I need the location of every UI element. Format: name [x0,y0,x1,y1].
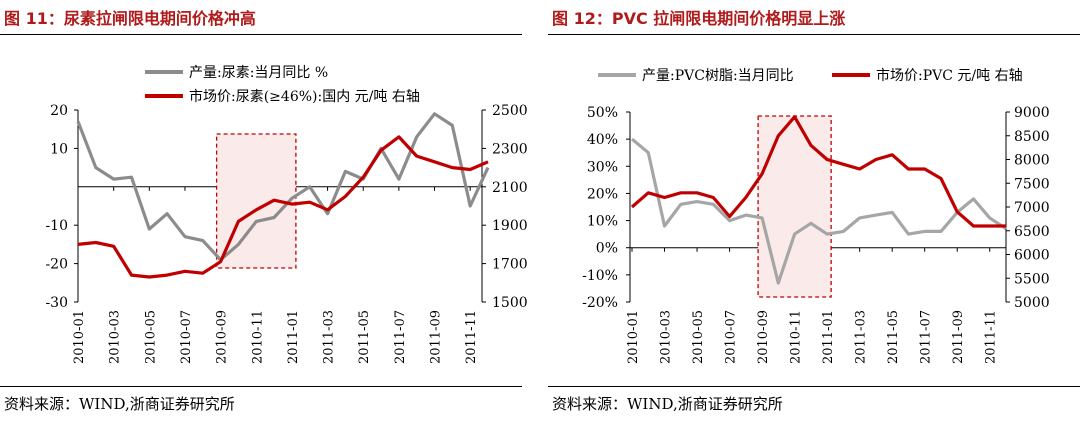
left-tick-label: 10 [50,141,68,157]
right-tick-label: 6000 [1014,248,1050,264]
figure-title: 图 12：PVC 拉闸限电期间价格明显上涨 [552,9,846,28]
left-tick-label: -10 [45,218,68,234]
series-line [76,112,490,262]
right-tick-label: 2300 [492,141,528,157]
left-tick-label: -20% [582,295,618,311]
left-tick-label: 0% [596,241,618,257]
source-note: 资料来源：WIND,浙商证券研究所 [552,395,783,413]
title-rule [0,34,522,35]
left-tick-label: 20 [50,103,68,119]
x-tick-label: 2010-03 [108,310,123,364]
left-tick-label: 10% [587,214,618,230]
x-tick-label: 2010-07 [179,310,194,364]
x-tick-label: 2010-07 [724,310,739,364]
x-tick-label: 2011-05 [886,310,901,364]
legend-label: 市场价:尿素(≥46%):国内 元/吨 右轴 [189,88,420,105]
x-tick-label: 2011-05 [357,310,372,364]
left-tick-label: -30 [45,295,68,311]
chart-panel-urea: 图 11：尿素拉闸限电期间价格冲高 20 10 -10 -20 -30 2500 2300 2… [0,0,528,423]
x-tick-label: 2010-01 [72,310,87,364]
x-tick-label: 2010-11 [250,310,265,364]
right-tick-label: 2100 [492,180,528,196]
right-tick-label: 1500 [492,295,528,311]
x-tick-label: 2010-05 [691,310,706,364]
x-tick-label: 2011-03 [854,310,869,364]
series-line [630,115,1006,228]
left-tick-label: -10% [582,268,618,284]
series-line [630,137,1007,285]
x-tick-label: 2010-03 [659,310,674,364]
left-tick-label: 30% [587,159,618,175]
series-line [77,135,489,279]
left-tick-label: 50% [587,105,618,121]
legend-label: 市场价:PVC 元/吨 右轴 [876,67,1023,84]
legend-label: 产量:尿素:当月同比 % [189,65,328,81]
x-tick-label: 2011-01 [821,310,836,364]
x-tick-label: 2011-09 [951,310,966,364]
right-tick-label: 8500 [1014,129,1050,145]
x-tick-label: 2011-07 [393,310,408,364]
right-tick-label: 7000 [1014,200,1050,216]
x-tick-label: 2010-09 [215,310,230,364]
x-tick-label: 2011-01 [286,310,301,364]
pvc-line-chart: 50% 40% 30% 20% 10% 0% -10% -20% 9000 8500 8000 750… [582,67,1050,364]
source-note: 资料来源：WIND,浙商证券研究所 [4,395,235,413]
left-tick-label: -20 [45,257,68,273]
x-tick-label: 2011-09 [429,310,444,364]
right-tick-label: 2500 [492,103,528,119]
right-tick-label: 1700 [492,257,528,273]
x-tick-label: 2011-03 [322,310,337,364]
x-tick-label: 2010-01 [626,310,641,364]
x-tick-label: 2011-11 [984,310,999,364]
x-tick-label: 2010-05 [143,310,158,364]
x-tick-label: 2011-11 [464,310,479,364]
right-tick-label: 1900 [492,218,528,234]
x-tick-label: 2011-07 [919,310,934,364]
right-tick-label: 5000 [1014,295,1050,311]
right-tick-label: 6500 [1014,224,1050,240]
figure-title: 图 11：尿素拉闸限电期间价格冲高 [4,9,256,28]
left-tick-label: 40% [587,132,618,148]
chart-panel-pvc: 图 12：PVC 拉闸限电期间价格明显上涨 50% 40% 30% 20% 10% 0% -… [548,0,1080,423]
highlight-region [757,115,832,298]
bottom-rule [0,386,522,387]
x-tick-label: 2010-09 [756,310,771,364]
right-tick-label: 5500 [1014,271,1050,287]
title-rule [548,34,1080,35]
urea-line-chart: 20 10 -10 -20 -30 2500 2300 2100 1900 1700 1500 201… [45,65,527,364]
right-tick-label: 7500 [1014,176,1050,192]
bottom-rule [548,386,1080,387]
right-tick-label: 8000 [1014,153,1050,169]
legend-label: 产量:PVC树脂:当月同比 [642,68,794,84]
right-tick-label: 9000 [1014,105,1050,121]
left-tick-label: 20% [587,186,618,202]
x-tick-label: 2010-11 [789,310,804,364]
